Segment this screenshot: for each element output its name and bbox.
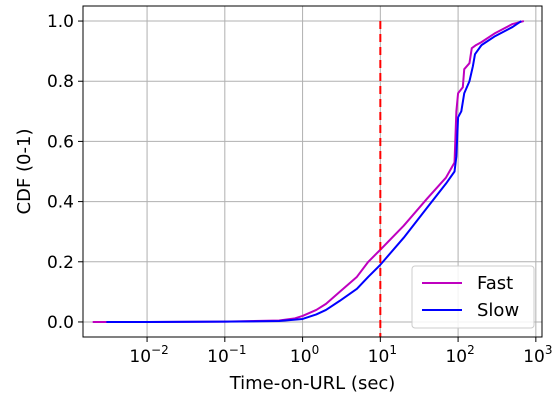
series-line-fast xyxy=(92,20,525,323)
x-tick-exponent: 1 xyxy=(389,343,397,357)
y-tick-label: 0.6 xyxy=(47,132,74,152)
y-axis-title: CDF (0-1) xyxy=(14,129,35,215)
x-tick-label: 102 xyxy=(445,343,474,367)
x-tick-exponent: 0 xyxy=(312,343,320,357)
x-tick-label: 10−2 xyxy=(129,343,168,367)
x-tick-exponent: 2 xyxy=(467,343,475,357)
y-tick-label: 0.8 xyxy=(47,72,74,92)
legend: Fast Slow xyxy=(411,265,535,329)
x-tick-exponent: −1 xyxy=(229,343,247,357)
plot-frame xyxy=(82,5,543,338)
x-tick-label: 103 xyxy=(523,343,552,367)
x-tick-label: 101 xyxy=(368,343,397,367)
x-tick-base: 10 xyxy=(445,347,467,367)
x-tick-label: 100 xyxy=(290,343,319,367)
series-line-slow xyxy=(106,20,522,323)
y-tick-label: 0.4 xyxy=(47,193,74,213)
legend-box xyxy=(411,265,535,329)
x-tick-base: 10 xyxy=(368,347,390,367)
legend-label-slow: Slow xyxy=(477,300,519,321)
series-lines xyxy=(92,20,525,323)
y-tick-label: 1.0 xyxy=(47,12,74,32)
x-axis-title: Time-on-URL (sec) xyxy=(229,373,396,394)
y-tick-label: 0.0 xyxy=(47,313,74,333)
y-tick-label: 0.2 xyxy=(47,253,74,273)
x-tick-base: 10 xyxy=(290,347,312,367)
x-tick-base: 10 xyxy=(129,347,151,367)
x-tick-label: 10−1 xyxy=(207,343,246,367)
x-tick-exponent: 3 xyxy=(545,343,553,357)
legend-label-fast: Fast xyxy=(477,273,513,294)
x-tick-base: 10 xyxy=(523,347,545,367)
x-tick-base: 10 xyxy=(207,347,229,367)
x-tick-exponent: −2 xyxy=(151,343,169,357)
